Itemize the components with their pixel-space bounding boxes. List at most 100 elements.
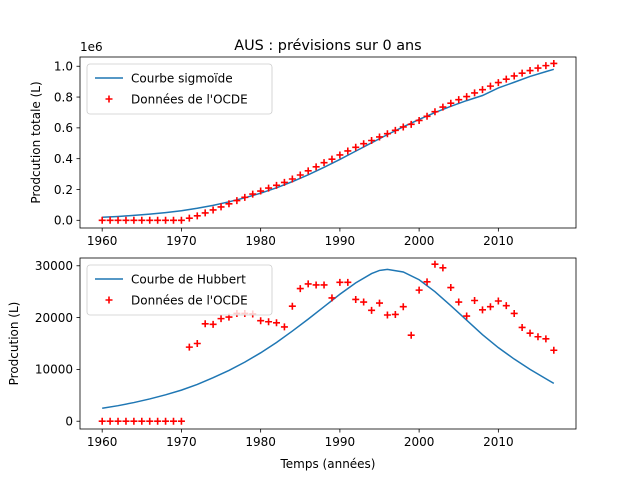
y-offset-label: 1e6 (80, 40, 103, 54)
y-tick-label: 0.4 (54, 152, 73, 166)
data-point (360, 298, 368, 306)
data-point (383, 130, 391, 138)
x-tick-label: 2000 (404, 435, 435, 449)
y-axis-label: Prodcution totale (L) (29, 81, 43, 203)
series-line (102, 68, 555, 218)
data-point (510, 309, 518, 317)
data-point (352, 143, 360, 151)
data-point (106, 216, 114, 224)
series-line (102, 268, 555, 410)
y-tick-label: 1.0 (54, 60, 73, 74)
legend-box (86, 264, 273, 316)
data-point (344, 278, 352, 286)
data-point (502, 75, 510, 83)
data-point (280, 178, 288, 186)
data-point (257, 317, 265, 325)
data-point (122, 216, 130, 224)
data-point (542, 62, 550, 70)
data-point (217, 315, 225, 323)
x-tick-label: 1970 (166, 234, 197, 248)
data-point (217, 203, 225, 211)
legend-marker-swatch (105, 296, 113, 304)
data-point (455, 298, 463, 306)
data-point (328, 294, 336, 302)
legend-label: Courbe de Hubbert (131, 272, 246, 286)
data-point (407, 331, 415, 339)
data-point (177, 216, 185, 224)
data-point (344, 147, 352, 155)
top-chart-cumulative: 1960 1970 1980 1990 2000 2010 0.0 0.2 0.4 0.6 0.8 1… (29, 40, 577, 248)
data-point (273, 181, 280, 189)
data-point (209, 206, 217, 214)
data-point (368, 306, 376, 314)
data-point (510, 72, 518, 80)
data-point (265, 318, 273, 326)
x-tick-label: 1960 (87, 234, 118, 248)
y-tick-label: 0 (65, 415, 73, 429)
data-point (518, 69, 526, 77)
data-point (399, 123, 407, 131)
data-point (399, 303, 407, 311)
data-point (494, 297, 502, 305)
y-tick-label: 0.8 (54, 90, 73, 104)
data-point (296, 285, 304, 293)
data-point (162, 417, 170, 425)
data-point (479, 86, 486, 94)
data-point (518, 323, 526, 331)
axes-frame (79, 257, 577, 430)
data-point (328, 155, 336, 163)
data-point (447, 99, 455, 107)
legend-label: Données de l'OCDE (131, 293, 248, 307)
data-point (336, 151, 344, 159)
legend-label: Données de l'OCDE (131, 92, 248, 106)
data-point (288, 175, 296, 183)
figure-title: AUS : prévisions sur 0 ans (234, 38, 421, 54)
data-point (542, 335, 550, 343)
shared-x-axis-label: Temps (années) (280, 457, 376, 471)
data-point (304, 167, 312, 175)
data-point (471, 89, 479, 97)
data-point (185, 214, 193, 222)
data-point (225, 200, 233, 208)
data-point (241, 193, 249, 201)
data-point (336, 278, 344, 286)
data-point (106, 417, 114, 425)
data-point (130, 417, 138, 425)
data-point (463, 312, 471, 320)
data-point (177, 417, 185, 425)
data-point (431, 260, 439, 268)
data-point (550, 346, 558, 354)
data-point (383, 311, 391, 319)
x-tick-label: 1990 (325, 435, 356, 449)
y-tick-label: 10000 (35, 363, 73, 377)
data-point (296, 171, 304, 179)
data-point (265, 184, 273, 192)
data-point (391, 126, 399, 134)
data-point (209, 320, 217, 328)
data-point (193, 340, 201, 347)
data-point (455, 96, 463, 104)
data-point (138, 216, 146, 224)
y-axis-label: Prodcution (L) (7, 302, 21, 386)
data-point (170, 417, 177, 425)
data-point (439, 264, 447, 272)
x-tick-label: 1970 (166, 435, 197, 449)
x-tick-label: 1980 (245, 435, 276, 449)
data-point (312, 163, 320, 171)
x-tick-label: 2010 (483, 435, 514, 449)
y-tick-label: 30000 (35, 259, 73, 273)
data-point (376, 299, 383, 307)
data-point (288, 302, 296, 310)
data-point (201, 320, 209, 328)
data-point (98, 216, 106, 224)
data-point (257, 187, 265, 195)
data-point (114, 216, 122, 224)
data-point (280, 323, 288, 331)
data-point (122, 417, 130, 425)
data-point (494, 79, 502, 87)
x-tick-label: 1980 (245, 234, 276, 248)
data-point (154, 417, 162, 425)
data-point (312, 281, 320, 289)
data-point (486, 82, 494, 90)
